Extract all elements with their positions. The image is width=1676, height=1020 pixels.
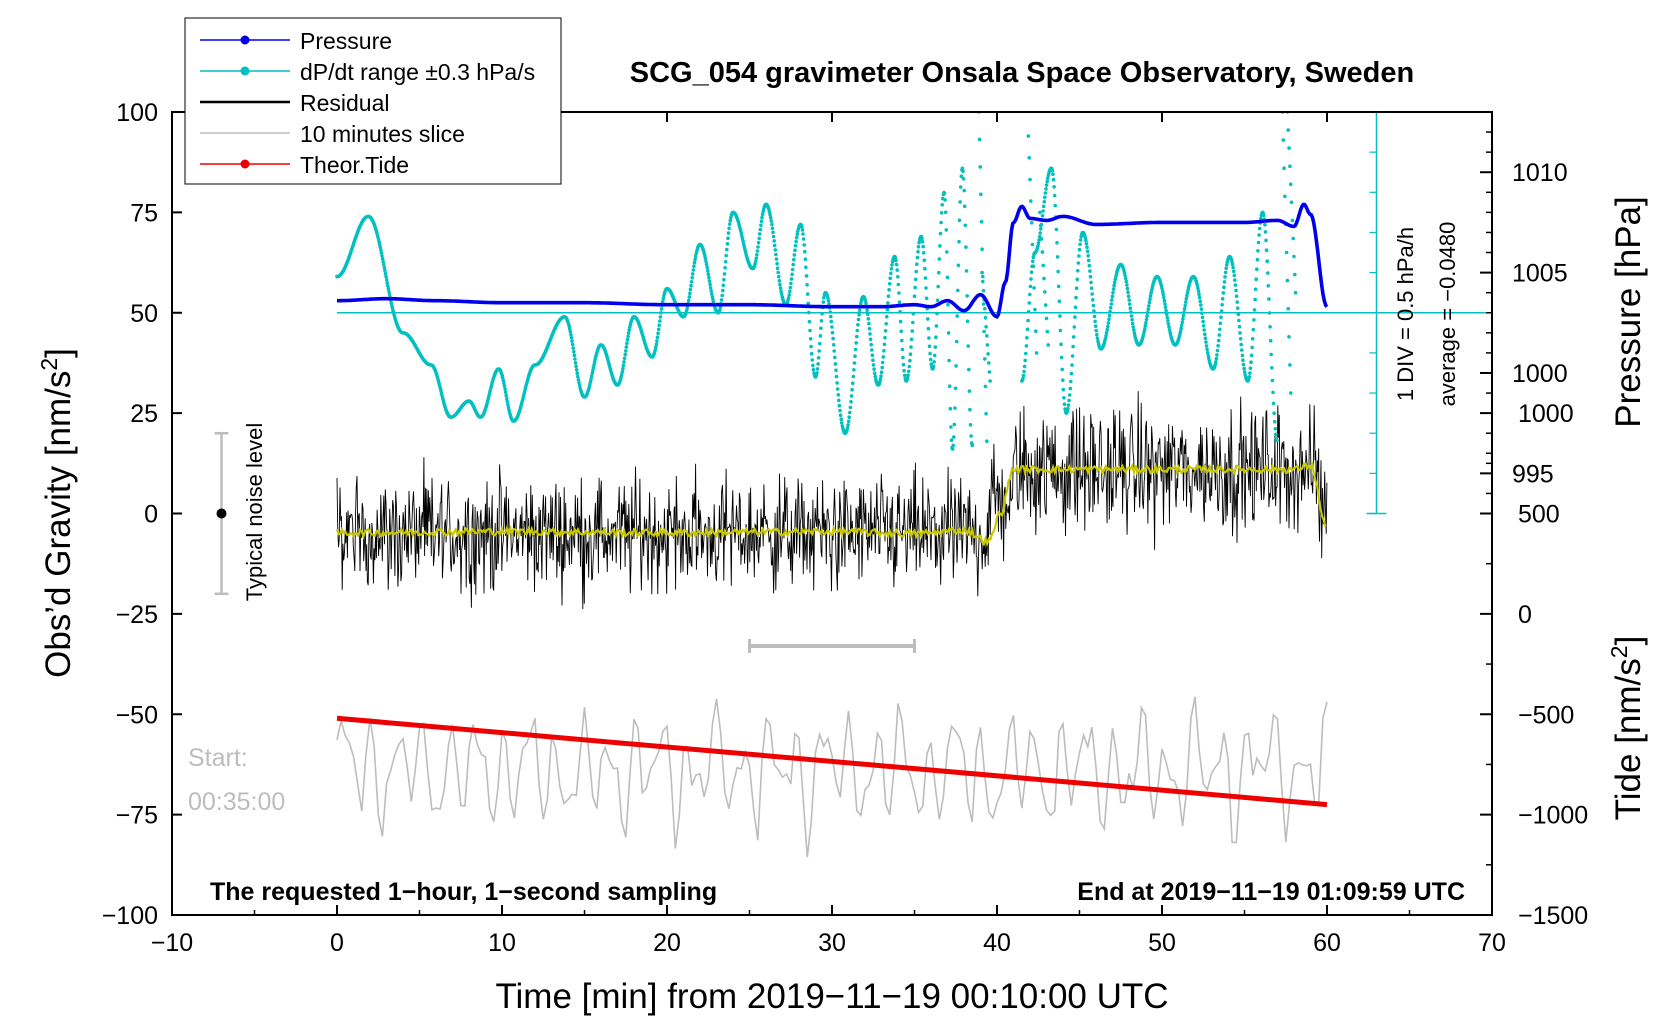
residual-series (336, 391, 1328, 610)
tide-series (336, 715, 1328, 808)
tide-tick-label: −1000 (1518, 802, 1588, 830)
pressure-tick-label: 995 (1512, 460, 1554, 488)
div-scale-label: 1 DIV = 0.5 hPa/h (1393, 227, 1418, 401)
x-axis-ticks: −10 0 10 20 30 40 50 60 70 (151, 112, 1506, 957)
annotation-bottom-left: The requested 1−hour, 1−second sampling (210, 878, 717, 906)
tide-tick-label: 500 (1518, 501, 1560, 529)
x-tick-label: 70 (1478, 929, 1506, 957)
tide-axis-label-sup: 2 (1606, 645, 1632, 658)
y-axis-ticks: −100 −75 −50 −25 0 25 50 75 100 (102, 99, 182, 930)
y-tick-label: −25 (116, 601, 158, 629)
y-tick-label: 75 (130, 199, 158, 227)
slice-series (336, 696, 1328, 858)
x-tick-label: −10 (151, 929, 193, 957)
y-axis-label-text: Obs’d Gravity [nm/s (39, 371, 78, 678)
tide-tick-label: −1500 (1518, 902, 1588, 930)
y-tick-label: 50 (130, 300, 158, 328)
tide-axis-label-text: Tide [nm/s (1609, 658, 1648, 820)
x-tick-label: 60 (1313, 929, 1341, 957)
y-tick-label: −75 (116, 802, 158, 830)
pressure-tick-label: 1000 (1512, 360, 1568, 388)
tide-tick-label: 0 (1518, 601, 1532, 629)
dpdt-series-right (1020, 166, 1279, 443)
legend-label: Residual (300, 90, 390, 116)
y-tick-label: −50 (116, 701, 158, 729)
y-tick-label: 25 (130, 400, 158, 428)
start-label: Start: (188, 744, 248, 772)
legend-marker (240, 159, 250, 169)
y-axis-label-left: Obs’d Gravity [nm/s2] (36, 348, 78, 678)
legend-label: Pressure (300, 28, 392, 54)
pressure-series (337, 202, 1329, 319)
tide-axis-label: Tide [nm/s2] (1606, 636, 1648, 821)
x-tick-label: 50 (1148, 929, 1176, 957)
tide-axis-ticks: −1500 −1000 −500 0 500 1000 (1480, 400, 1588, 930)
legend-marker (240, 66, 250, 76)
noise-level-center (216, 508, 227, 519)
x-tick-label: 0 (330, 929, 344, 957)
dpdt-series (335, 166, 975, 451)
y-tick-label: −100 (102, 902, 158, 930)
legend-label: Theor.Tide (300, 152, 409, 178)
dpdt-offscale-dots (977, 112, 1298, 443)
x-tick-label: 20 (653, 929, 681, 957)
y-tick-label: 100 (116, 99, 158, 127)
pressure-axis-ticks: 995 1000 1005 1010 (1480, 131, 1568, 495)
x-tick-label: 40 (983, 929, 1011, 957)
plot-area (214, 112, 1492, 858)
pressure-tick-label: 1005 (1512, 260, 1568, 288)
tide-tick-label: −500 (1518, 701, 1574, 729)
y-axis-label-sup: 2 (36, 358, 62, 371)
legend-marker (240, 35, 250, 45)
legend: Pressure dP/dt range ±0.3 hPa/s Residual 10… (184, 17, 562, 185)
y-tick-label: 0 (144, 501, 158, 529)
x-tick-label: 10 (488, 929, 516, 957)
start-time: 00:35:00 (188, 788, 285, 816)
noise-level-label: Typical noise level (242, 423, 267, 602)
average-label: average = −0.0480 (1435, 222, 1460, 407)
x-tick-label: 30 (818, 929, 846, 957)
chart-title: SCG_054 gravimeter Onsala Space Observat… (630, 57, 1414, 89)
y-axis-label-close: ] (39, 348, 78, 358)
tide-axis-label-close: ] (1609, 636, 1648, 646)
residual-smoothed-series (335, 461, 1327, 548)
pressure-tick-label: 1010 (1512, 159, 1568, 187)
legend-label: 10 minutes slice (300, 121, 465, 147)
pressure-axis-label: Pressure [hPa] (1609, 196, 1648, 428)
annotation-bottom-right: End at 2019−11−19 01:09:59 UTC (1077, 878, 1465, 906)
legend-label: dP/dt range ±0.3 hPa/s (300, 59, 535, 85)
x-axis-label: Time [min] from 2019−11−19 00:10:00 UTC (495, 977, 1168, 1016)
tide-tick-label: 1000 (1518, 400, 1574, 428)
